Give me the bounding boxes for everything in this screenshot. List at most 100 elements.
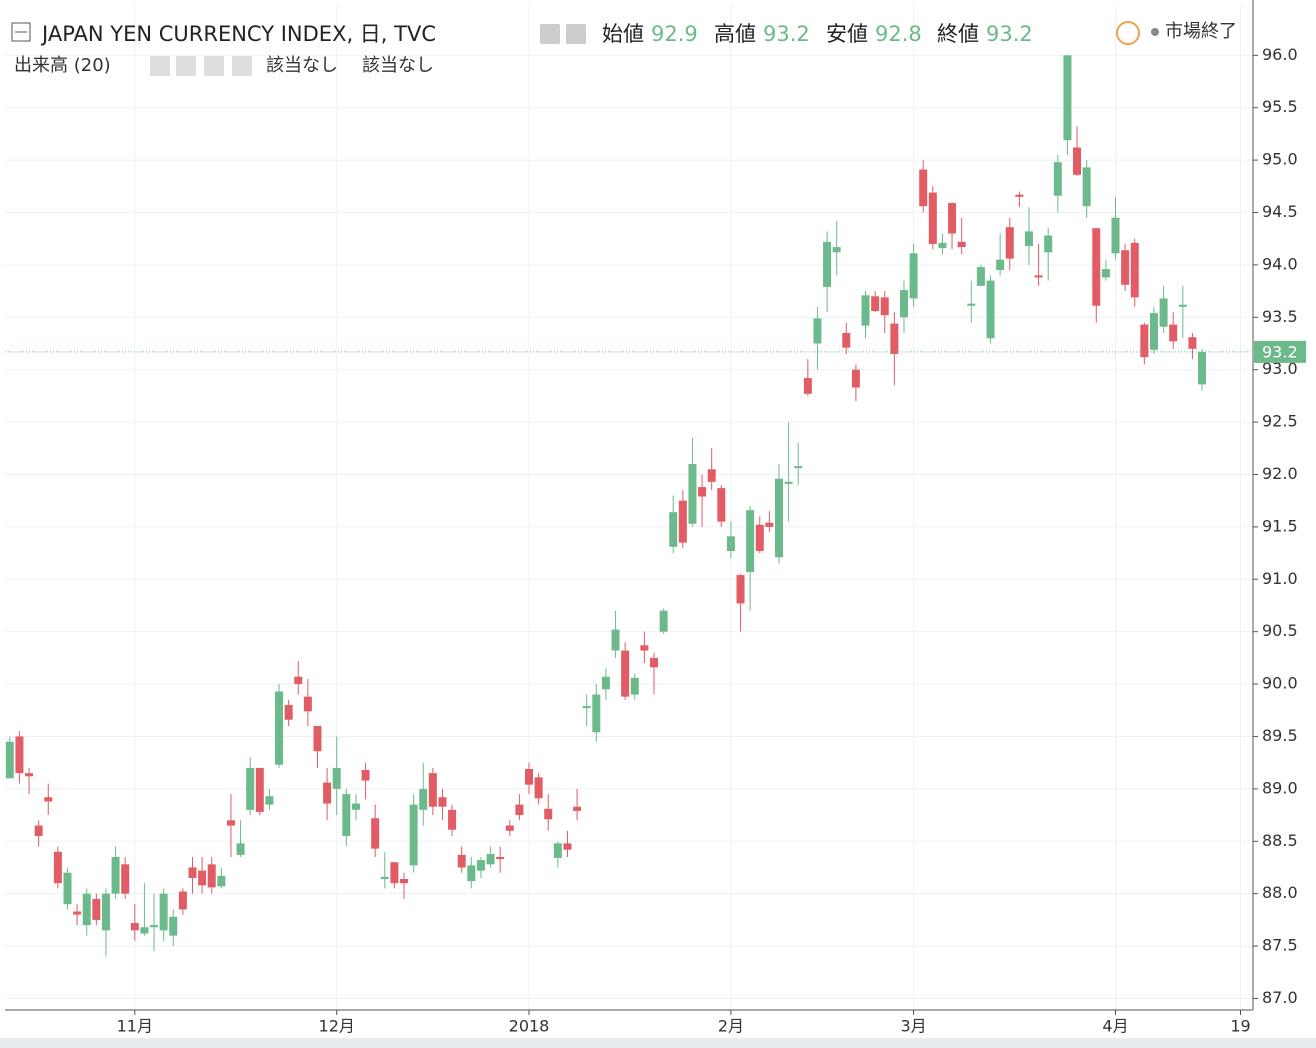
x-tick-label: 11月: [117, 1017, 153, 1036]
chart-title: JAPAN YEN CURRENCY INDEX, 日, TVC: [40, 22, 436, 46]
candle-body: [1092, 228, 1101, 306]
candle-body: [746, 510, 755, 572]
candle-body: [150, 925, 159, 928]
candle-body: [5, 741, 14, 779]
y-tick-label: 87.5: [1262, 936, 1298, 955]
candle-body: [275, 691, 284, 765]
candle-body: [236, 843, 245, 855]
candle-body: [419, 788, 428, 810]
candle-body: [803, 378, 812, 394]
candle-body: [400, 879, 409, 884]
warning-icon[interactable]: [1116, 21, 1140, 45]
candle-body: [563, 843, 572, 850]
y-tick-label: 89.5: [1262, 726, 1298, 745]
y-tick-label: 95.5: [1262, 97, 1298, 116]
candle-body: [573, 806, 582, 811]
candle-body: [409, 804, 418, 866]
candle-body: [25, 773, 34, 777]
candles: [5, 55, 1207, 957]
settings-icon[interactable]: [566, 24, 586, 44]
candle-body: [505, 825, 514, 831]
close-value: 93.2: [986, 22, 1033, 46]
candle-body: [890, 323, 899, 354]
y-tick-label: 87.0: [1262, 988, 1298, 1007]
y-tick-label: 92.5: [1262, 412, 1298, 431]
y-tick-label: 90.0: [1262, 674, 1298, 693]
candle-body: [1111, 217, 1120, 254]
vol-eye-icon[interactable]: [150, 56, 170, 76]
candle-body: [534, 777, 543, 799]
candle-body: [246, 767, 255, 810]
candle-body: [390, 862, 399, 884]
candle-body: [630, 677, 639, 695]
candle-body: [823, 241, 832, 287]
candle-body: [669, 512, 678, 547]
y-tick-label: 94.0: [1262, 254, 1298, 273]
low-value: 92.8: [875, 22, 922, 46]
candle-body: [861, 295, 870, 326]
candle-body: [928, 192, 937, 244]
x-tick-label: 3月: [901, 1017, 927, 1036]
vol-close-icon[interactable]: [232, 56, 252, 76]
candle-body: [813, 318, 822, 344]
candle-body: [544, 808, 553, 820]
candle-body: [765, 522, 774, 527]
candle-body: [611, 629, 620, 651]
candle-body: [1044, 235, 1053, 253]
candle-body: [1149, 313, 1158, 350]
candle-body: [303, 696, 312, 712]
x-tick-label: 4月: [1102, 1017, 1128, 1036]
candle-body: [1063, 55, 1072, 141]
candle-body: [1178, 304, 1187, 307]
candle-body: [332, 767, 341, 789]
candle-body: [659, 610, 668, 632]
candle-body: [515, 804, 524, 816]
bottom-strip: [0, 1038, 1316, 1048]
candle-body: [53, 851, 62, 884]
candle-body: [948, 203, 957, 234]
candle-body: [967, 303, 976, 306]
current-price-label: 93.2: [1262, 342, 1298, 361]
candle-body: [1140, 324, 1149, 358]
candle-body: [1198, 351, 1207, 385]
candle-body: [438, 797, 447, 807]
volume-label: 出来高 (20): [14, 55, 111, 76]
candle-body: [582, 706, 591, 709]
candle-body: [121, 864, 130, 894]
candle-body: [467, 865, 476, 882]
candle-body: [92, 898, 101, 920]
candle-body: [371, 818, 380, 849]
vol-settings-icon[interactable]: [176, 56, 196, 76]
candle-body: [188, 867, 197, 878]
candle-body: [726, 536, 735, 551]
candle-body: [15, 736, 24, 774]
candle-body: [448, 809, 457, 830]
candle-body: [717, 488, 726, 522]
candle-body: [649, 657, 658, 668]
candle-body: [678, 500, 687, 543]
candle-body: [486, 853, 495, 865]
market-status: 市場終了: [1165, 21, 1237, 42]
y-tick-label: 88.5: [1262, 831, 1298, 850]
low-label: 安値: [826, 22, 868, 46]
x-tick-label: 12月: [319, 1017, 355, 1036]
candle-body: [178, 891, 187, 910]
candle-body: [688, 464, 697, 524]
candle-body: [698, 487, 707, 497]
collapse-icon[interactable]: [11, 22, 31, 42]
x-tick-label: 2018: [509, 1017, 550, 1036]
candle-body: [986, 280, 995, 339]
candle-body: [140, 927, 149, 934]
candle-body: [899, 290, 908, 318]
candle-body: [169, 916, 178, 936]
candle-body: [1073, 147, 1082, 175]
candle-body: [63, 872, 72, 905]
candle-body: [1101, 269, 1110, 278]
vol-add-icon[interactable]: [204, 56, 224, 76]
candle-body: [640, 645, 649, 651]
eye-icon[interactable]: [540, 24, 560, 44]
candle-body: [880, 297, 889, 316]
candle-body: [938, 242, 947, 249]
candle-body: [755, 524, 764, 551]
